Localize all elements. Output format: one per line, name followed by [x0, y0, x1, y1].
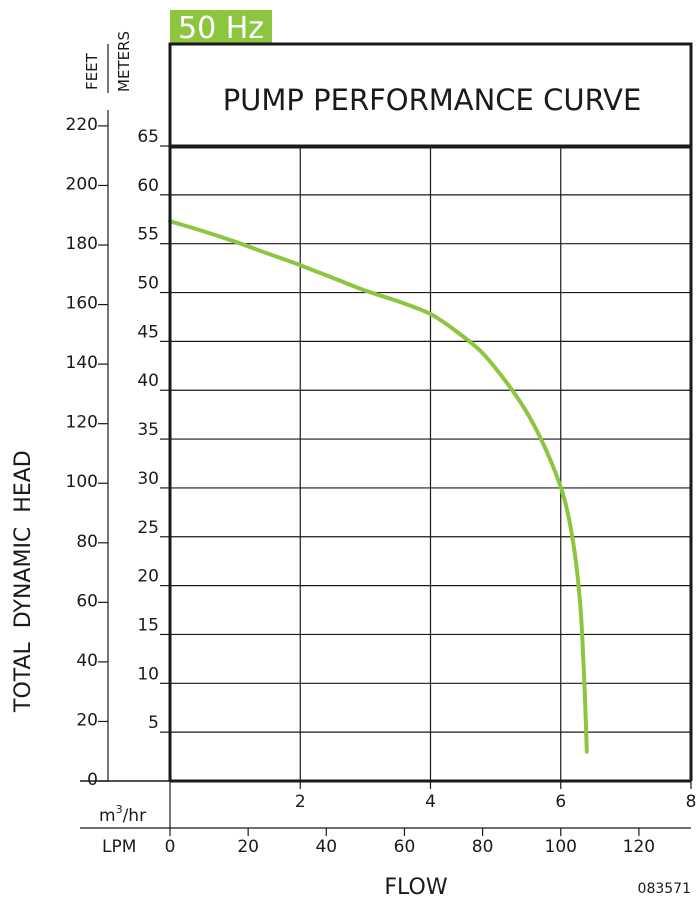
meters-tick-label-10: 10 — [137, 664, 159, 684]
frequency-badge — [170, 10, 272, 44]
figure-id: 083571 — [638, 881, 691, 897]
lpm-tick-label-40: 40 — [315, 837, 337, 857]
m3hr-tick-label-4: 4 — [425, 792, 436, 812]
feet-axis-label: FEET — [83, 52, 101, 90]
m3hr-tick-label-8: 8 — [686, 792, 697, 812]
meters-tick-label-25: 25 — [137, 518, 159, 538]
chart-title: PUMP PERFORMANCE CURVE — [223, 83, 642, 117]
curve-layer — [168, 219, 589, 754]
m3hr-unit-label: m3/hr — [99, 803, 146, 826]
feet-tick-label-220: 220 — [66, 115, 98, 135]
m3hr-unit-sup: 3 — [116, 803, 123, 816]
meters-axis-label: METERS — [115, 31, 133, 92]
feet-tick-label-120: 120 — [66, 413, 98, 433]
m3hr-unit-base: m — [99, 806, 116, 826]
m3hr-tick-label-2: 2 — [295, 792, 306, 812]
meters-tick-label-55: 55 — [137, 225, 159, 245]
m3hr-tick-label-6: 6 — [555, 792, 566, 812]
lpm-tick-label-20: 20 — [237, 837, 259, 857]
meters-tick-label-20: 20 — [137, 567, 159, 587]
meters-tick-label-60: 60 — [137, 176, 159, 196]
feet-tick-label-0: 0 — [87, 770, 98, 790]
lpm-unit-label: LPM — [102, 837, 136, 857]
grid — [170, 145, 691, 781]
lpm-axis: 0 20 40 60 80 100 120 — [165, 781, 655, 857]
feet-tick-label-60: 60 — [76, 591, 98, 611]
m3hr-unit-rest: /hr — [123, 806, 147, 826]
lpm-tick-label-60: 60 — [394, 837, 416, 857]
lpm-tick-label-120: 120 — [623, 837, 655, 857]
meters-tick-label-40: 40 — [137, 371, 159, 391]
feet-axis: 0 20 40 60 80 100 120 140 160 180 200 220 — [66, 115, 108, 790]
meters-tick-label-45: 45 — [137, 322, 159, 342]
meters-tick-label-50: 50 — [137, 274, 159, 294]
m3hr-axis: 2 4 6 8 — [295, 781, 697, 812]
meters-tick-label-5: 5 — [148, 713, 159, 733]
meters-tick-label-35: 35 — [137, 420, 159, 440]
feet-tick-label-20: 20 — [76, 710, 98, 730]
meters-tick-label-65: 65 — [137, 127, 159, 147]
pump-curve-line-0 — [168, 219, 589, 754]
y-axis-title: TOTAL DYNAMIC HEAD — [11, 450, 36, 713]
feet-tick-label-200: 200 — [66, 174, 98, 194]
meters-tick-label-30: 30 — [137, 469, 159, 489]
feet-tick-label-140: 140 — [66, 353, 98, 373]
meters-axis: 5 10 15 20 25 30 35 40 45 50 55 60 65 — [137, 127, 170, 733]
lpm-tick-label-100: 100 — [545, 837, 577, 857]
feet-tick-label-80: 80 — [76, 532, 98, 552]
feet-tick-label-40: 40 — [76, 651, 98, 671]
lpm-tick-label-80: 80 — [472, 837, 494, 857]
frequency-badge-label: 50 Hz — [178, 11, 264, 46]
feet-tick-label-160: 160 — [66, 294, 98, 314]
lpm-tick-label-0: 0 — [165, 837, 176, 857]
meters-tick-label-15: 15 — [137, 615, 159, 635]
feet-tick-label-100: 100 — [66, 472, 98, 492]
x-axis-title: FLOW — [384, 875, 447, 900]
feet-tick-label-180: 180 — [66, 234, 98, 254]
